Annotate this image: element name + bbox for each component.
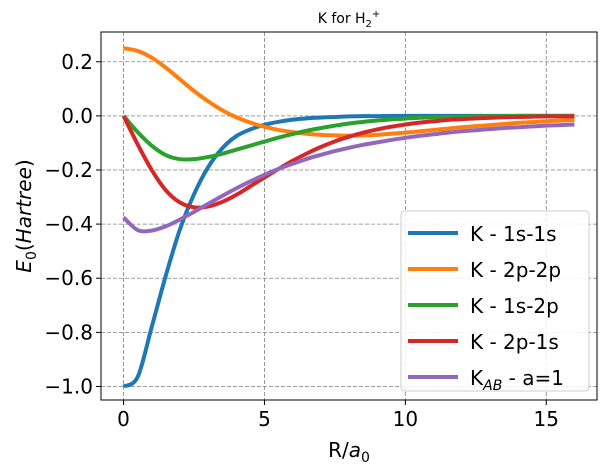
plot-frame [100,31,598,401]
y-tick-label: −0.2 [44,158,93,182]
legend-label: K - 2p-2p [470,258,561,282]
x-tick-label: 0 [117,407,130,431]
legend-box [400,210,590,392]
legend: K - 1s-1s K - 2p-2p K - 1s-2p K - 2p-1s KAB … [400,210,590,394]
y-tick-label: 0.2 [61,50,93,74]
x-axis-label: R/a0 [328,438,370,466]
series-lines [121,46,575,389]
y-tick-label: −0.4 [44,212,93,236]
axis-ticks: 0 5 10 15 −1.0 −0.8 −0.6 −0.4 −0.2 0.0 0.2 [44,50,559,431]
legend-label: K - 1s-1s [470,222,557,246]
x-tick-label: 10 [393,407,418,431]
legend-label: K - 1s-2p [470,294,559,318]
x-tick-label: 5 [258,407,271,431]
legend-label: K - 2p-1s [470,330,559,354]
x-tick-label: 15 [534,407,559,431]
series-line-k-ab-a-1 [122,122,575,234]
y-tick-label: 0.0 [61,104,93,128]
y-axis-label: E0(Hartree) [12,159,40,272]
chart-title: K for H2+ [318,9,381,30]
y-tick-label: −1.0 [44,374,93,398]
legend-label: KAB - a=1 [470,366,564,394]
y-tick-label: −0.8 [44,320,93,344]
y-tick-label: −0.6 [44,266,93,290]
